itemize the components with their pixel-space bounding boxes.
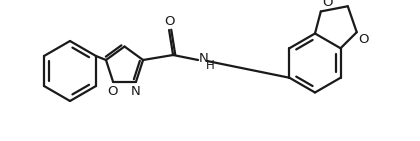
Text: O: O <box>164 15 174 28</box>
Text: O: O <box>358 33 369 46</box>
Text: N: N <box>199 52 208 66</box>
Text: O: O <box>322 0 333 9</box>
Text: H: H <box>205 59 214 71</box>
Text: O: O <box>107 85 117 98</box>
Text: N: N <box>131 85 141 98</box>
